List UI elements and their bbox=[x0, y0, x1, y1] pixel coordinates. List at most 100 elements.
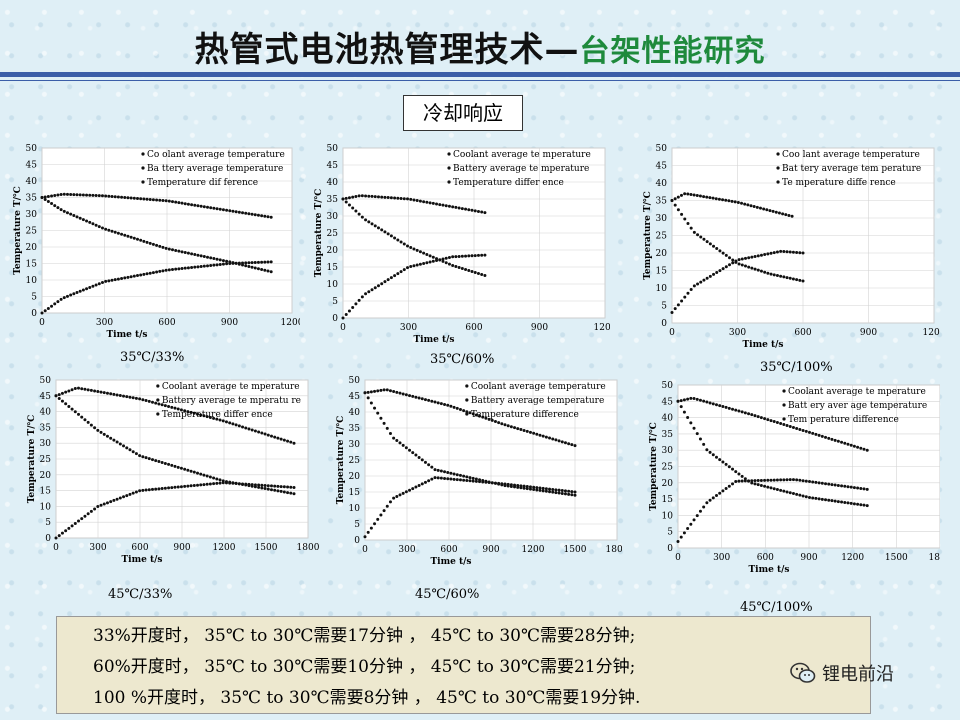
data-point bbox=[804, 479, 808, 483]
data-point bbox=[276, 484, 280, 488]
data-point bbox=[859, 446, 863, 450]
data-point bbox=[750, 413, 754, 417]
data-point bbox=[769, 419, 773, 423]
y-tick-label: 50 bbox=[26, 144, 38, 154]
data-point bbox=[686, 222, 690, 226]
data-point bbox=[795, 478, 799, 482]
y-tick-label: 30 bbox=[656, 214, 668, 224]
data-point bbox=[699, 280, 703, 284]
data-point bbox=[500, 422, 504, 426]
data-point bbox=[80, 387, 84, 391]
y-tick-label: 40 bbox=[656, 179, 668, 189]
data-point bbox=[383, 280, 387, 284]
data-point bbox=[139, 238, 143, 242]
data-point bbox=[731, 407, 735, 411]
data-point bbox=[60, 391, 64, 395]
data-point bbox=[160, 403, 164, 407]
data-point bbox=[698, 509, 702, 513]
data-point bbox=[250, 212, 254, 216]
data-point bbox=[446, 403, 450, 407]
data-point bbox=[129, 275, 133, 279]
data-point bbox=[231, 209, 235, 213]
data-point bbox=[83, 514, 87, 518]
data-point bbox=[399, 240, 403, 244]
data-point bbox=[538, 486, 542, 490]
data-point bbox=[231, 422, 235, 426]
data-point bbox=[376, 389, 380, 393]
data-point bbox=[763, 417, 767, 421]
data-point bbox=[840, 440, 844, 444]
data-point bbox=[292, 485, 296, 489]
data-point bbox=[718, 458, 722, 462]
data-point bbox=[116, 231, 120, 235]
data-point bbox=[481, 415, 485, 419]
data-point bbox=[179, 466, 183, 470]
data-point bbox=[705, 240, 709, 244]
data-point bbox=[123, 233, 127, 237]
data-point bbox=[396, 238, 400, 242]
data-point bbox=[192, 411, 196, 415]
data-point bbox=[170, 248, 174, 252]
data-point bbox=[392, 496, 396, 500]
y-tick-label: 40 bbox=[40, 408, 52, 418]
data-point bbox=[186, 202, 190, 206]
data-point bbox=[775, 488, 779, 492]
data-point bbox=[148, 241, 152, 245]
data-point bbox=[447, 262, 451, 266]
data-point bbox=[544, 487, 548, 491]
data-point bbox=[366, 396, 370, 400]
data-point bbox=[755, 205, 759, 209]
data-point bbox=[128, 448, 132, 452]
data-point bbox=[420, 458, 424, 462]
x-axis-label: Time t/s bbox=[121, 555, 162, 565]
data-point bbox=[827, 436, 831, 440]
y-tick-label: 0 bbox=[31, 309, 37, 319]
data-point bbox=[782, 249, 786, 253]
data-point bbox=[192, 470, 196, 474]
data-point bbox=[341, 197, 345, 201]
data-point bbox=[730, 199, 734, 203]
data-point bbox=[721, 405, 725, 409]
data-point bbox=[711, 453, 715, 457]
data-point bbox=[471, 479, 475, 483]
y-tick-label: 35 bbox=[662, 430, 674, 440]
data-point bbox=[734, 408, 738, 412]
data-point bbox=[731, 258, 735, 262]
data-point bbox=[756, 254, 760, 258]
data-point bbox=[62, 192, 66, 196]
y-tick-label: 35 bbox=[26, 194, 38, 204]
data-point bbox=[402, 268, 406, 272]
data-point bbox=[476, 253, 480, 257]
y-tick-label: 10 bbox=[26, 276, 38, 286]
data-point bbox=[57, 396, 61, 400]
data-point bbox=[409, 197, 413, 201]
data-point bbox=[750, 479, 754, 483]
y-tick-label: 10 bbox=[662, 511, 674, 521]
series-diff bbox=[363, 476, 577, 539]
data-point bbox=[75, 193, 79, 197]
data-point bbox=[727, 199, 731, 203]
data-point bbox=[441, 257, 445, 261]
data-point bbox=[859, 503, 863, 507]
data-point bbox=[163, 404, 167, 408]
data-point bbox=[769, 478, 773, 482]
x-tick-label: 0 bbox=[675, 553, 681, 563]
data-point bbox=[77, 386, 81, 390]
data-point bbox=[282, 438, 286, 442]
data-point bbox=[369, 390, 373, 394]
data-point bbox=[689, 396, 693, 400]
data-point bbox=[260, 486, 264, 490]
data-point bbox=[385, 388, 389, 392]
data-point bbox=[406, 244, 410, 248]
data-point bbox=[772, 251, 776, 255]
data-point bbox=[263, 260, 267, 264]
data-point bbox=[680, 212, 684, 216]
data-point bbox=[78, 289, 82, 293]
data-point bbox=[218, 207, 222, 211]
x-tick-label: 600 bbox=[440, 545, 457, 555]
series-coolant bbox=[676, 396, 869, 452]
legend-marker bbox=[156, 412, 160, 416]
data-point bbox=[176, 407, 180, 411]
data-point bbox=[849, 443, 853, 447]
y-tick-label: 10 bbox=[327, 280, 339, 290]
